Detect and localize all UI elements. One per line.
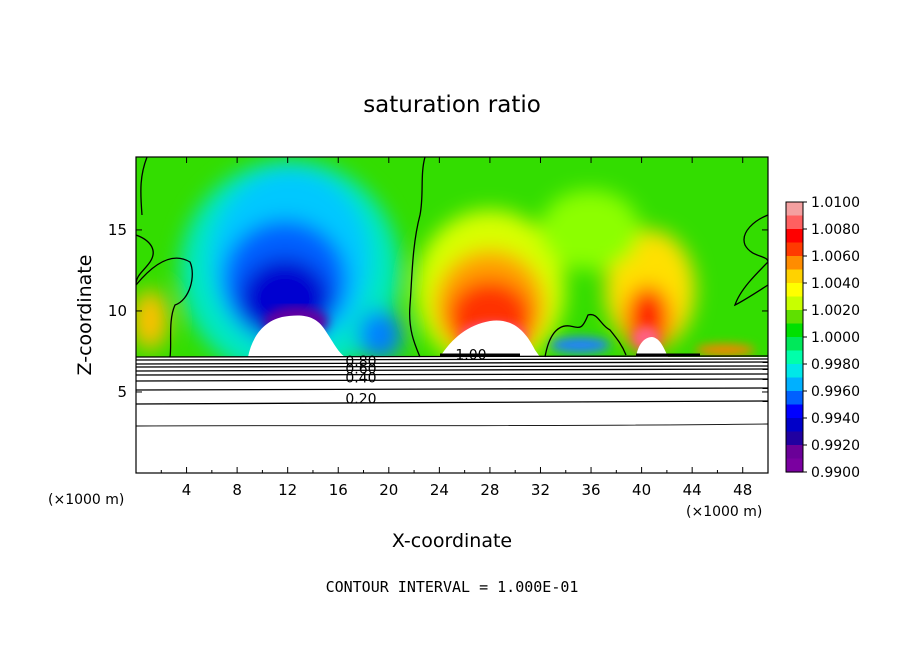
- contour-line: [136, 257, 193, 358]
- y-tick-label: 10: [108, 302, 127, 320]
- contour-line: [136, 365, 768, 368]
- x-axis-label: X-coordinate: [392, 530, 512, 552]
- contour-line: [733, 261, 768, 307]
- x-axis-ticks: 4 8 12 16 20 24 28 32 36 40 44 48: [160, 157, 752, 499]
- colorbar-label: 1.0080: [811, 222, 860, 238]
- saturation-field: [136, 157, 768, 473]
- y-tick-label: 5: [117, 383, 127, 401]
- colorbar-cells: [786, 202, 803, 473]
- colorbar-cell: [786, 256, 803, 271]
- y-tick-label: 15: [108, 221, 127, 239]
- colorbar-label: 0.9960: [811, 384, 860, 400]
- missing-data-region: [136, 357, 768, 473]
- contour-line: [136, 423, 768, 427]
- colorbar-cell: [786, 215, 803, 230]
- colorbar-cell: [786, 229, 803, 244]
- colorbar-label: 1.0040: [811, 276, 860, 292]
- x-tick-label: 28: [480, 481, 499, 499]
- colorbar-label: 1.0020: [811, 303, 860, 319]
- x-tick-label: 16: [329, 481, 348, 499]
- contour-label: 0.80: [345, 354, 376, 370]
- x-tick-label: 36: [581, 481, 600, 499]
- colorbar-cell: [786, 458, 803, 473]
- colorbar: 1.0100 1.0080 1.0060 1.0040 1.0020 1.0000 0.99…: [785, 195, 860, 481]
- x-tick-label: 48: [733, 481, 752, 499]
- contour-line: [136, 373, 768, 376]
- x-tick-label: 20: [379, 481, 398, 499]
- contour-line: [544, 313, 627, 358]
- field-blob: [358, 310, 402, 360]
- colorbar-cell: [786, 404, 803, 419]
- y-axis-ticks: 5 10 15: [108, 221, 768, 401]
- colorbar-cell: [786, 202, 803, 217]
- colorbar-label: 1.0060: [811, 249, 860, 265]
- contour-line: [136, 234, 154, 286]
- colorbar-labels: 1.0100 1.0080 1.0060 1.0040 1.0020 1.0000 0.99…: [803, 195, 860, 481]
- colorbar-label: 0.9900: [811, 465, 860, 481]
- contour-labels: 1.00 0.800.600.40 0.20: [345, 348, 486, 408]
- x-tick-label: 32: [531, 481, 550, 499]
- contour-line: [136, 361, 768, 365]
- x-unit-label-left: (×1000 m): [48, 492, 124, 508]
- colorbar-label: 0.9920: [811, 438, 860, 454]
- contour-line: [136, 387, 768, 391]
- colorbar-cell: [786, 364, 803, 379]
- y-axis-label: Z-coordinate: [74, 255, 96, 376]
- field-blob: [540, 190, 640, 270]
- contour-label: 0.20: [345, 391, 376, 407]
- contour-line: [136, 378, 768, 382]
- x-tick-label: 40: [632, 481, 651, 499]
- colorbar-cell: [786, 431, 803, 446]
- field-blob: [695, 344, 755, 356]
- field-blob: [136, 290, 168, 350]
- contour-interval-note: CONTOUR INTERVAL = 1.000E-01: [326, 578, 579, 596]
- chart-title: saturation ratio: [363, 92, 541, 118]
- contour-label: 1.00: [455, 348, 486, 364]
- missing-data-region: [248, 315, 345, 357]
- contour-line: [140, 157, 148, 216]
- colorbar-cell: [786, 323, 803, 338]
- colorbar-cell: [786, 310, 803, 325]
- colorbar-cell: [786, 377, 803, 392]
- contour-line: [136, 368, 768, 372]
- colorbar-cell: [786, 445, 803, 460]
- contour-lines: [136, 157, 768, 427]
- field-blob: [550, 337, 610, 353]
- colorbar-cell: [786, 418, 803, 433]
- x-tick-label: 12: [278, 481, 297, 499]
- missing-data-region: [636, 337, 668, 357]
- missing-data-region: [440, 320, 540, 357]
- colorbar-cell: [786, 337, 803, 352]
- plot-area: 1.00 0.800.600.40 0.20: [136, 157, 768, 473]
- contour-label: 0.60: [345, 361, 376, 377]
- colorbar-label: 1.0000: [811, 330, 860, 346]
- contour-line: [743, 214, 768, 263]
- colorbar-cell: [786, 391, 803, 406]
- colorbar-label: 0.9980: [811, 357, 860, 373]
- colorbar-cell: [786, 283, 803, 298]
- colorbar-cell: [786, 269, 803, 284]
- x-tick-label: 8: [232, 481, 242, 499]
- x-unit-label-right: (×1000 m): [686, 504, 762, 520]
- colorbar-label: 0.9940: [811, 411, 860, 427]
- contour-label: 0.40: [345, 370, 376, 386]
- contour-line: [409, 157, 426, 358]
- x-tick-label: 4: [182, 481, 192, 499]
- x-tick-label: 44: [683, 481, 702, 499]
- colorbar-cell: [786, 242, 803, 257]
- x-tick-label: 24: [430, 481, 449, 499]
- colorbar-cell: [786, 350, 803, 365]
- plot-frame: [135, 156, 769, 474]
- colorbar-cell: [786, 296, 803, 311]
- colorbar-label: 1.0100: [811, 195, 860, 211]
- contour-line: [136, 400, 768, 405]
